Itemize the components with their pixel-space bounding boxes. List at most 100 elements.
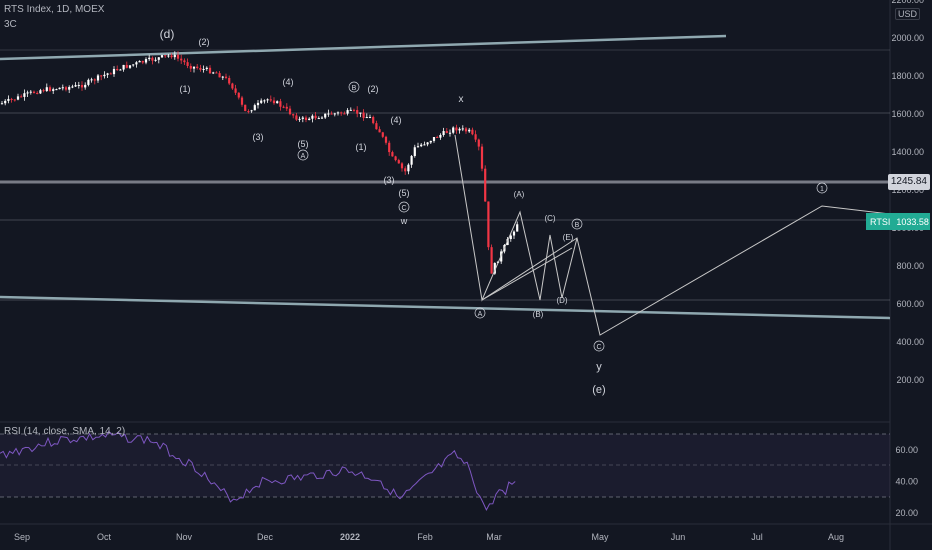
candle-body	[324, 113, 327, 118]
candle-body	[458, 128, 461, 131]
candle-body	[228, 77, 231, 84]
candle-body	[253, 105, 256, 111]
wave-label: (4)	[391, 115, 402, 125]
candle-body	[506, 239, 509, 246]
candle-body	[39, 90, 42, 94]
candle-body	[42, 90, 45, 92]
candle-body	[154, 59, 157, 61]
upper-trend-line	[0, 34, 727, 61]
candle-body	[493, 262, 496, 274]
candle-body	[509, 235, 512, 240]
candle-body	[221, 76, 224, 78]
wave-label: (D)	[556, 296, 567, 305]
wave-label-circle	[593, 340, 605, 352]
candle-body	[442, 131, 445, 135]
candle-body	[448, 132, 452, 134]
candle-body	[340, 112, 343, 114]
wave-label-circle	[474, 307, 486, 319]
wave-label: (e)	[592, 384, 605, 396]
wave-label: A	[301, 153, 306, 160]
wave-label: x	[459, 94, 464, 105]
candle-body	[429, 140, 432, 143]
candle-body	[176, 54, 180, 59]
price-tick-label: 1600.00	[891, 109, 924, 119]
candle-body	[423, 144, 426, 146]
symbol-badge-price: 1033.58	[896, 216, 929, 227]
candle-body	[7, 98, 10, 101]
candle-body	[368, 117, 372, 119]
candle-body	[314, 115, 317, 119]
candle-body	[26, 92, 29, 94]
symbol-badge-name: RTSI	[870, 216, 891, 227]
symbol-title[interactable]: RTS Index, 1D, MOEX	[4, 4, 105, 15]
price-tick-label: 2200.00	[891, 0, 924, 5]
candle-body	[48, 87, 52, 91]
candle-body	[80, 84, 84, 88]
candle-body	[512, 231, 516, 236]
candle-body	[199, 68, 202, 70]
candle-body	[436, 136, 439, 138]
candle-body	[295, 115, 298, 120]
candle-body	[138, 60, 141, 63]
candle-body	[384, 136, 388, 143]
wave-label: (E)	[563, 233, 574, 242]
candle-body	[352, 109, 356, 111]
candle-body	[516, 224, 519, 232]
candle-body	[167, 55, 170, 57]
candle-body	[250, 110, 253, 112]
candle-body	[68, 87, 71, 90]
price-tick-label: 800.00	[896, 261, 924, 271]
time-tick-label: 2022	[340, 532, 360, 542]
candle-body	[160, 55, 164, 58]
wave-label: (3)	[384, 175, 395, 185]
candle-body	[404, 168, 407, 172]
time-tick-label: Oct	[97, 532, 112, 542]
candle-body	[464, 128, 468, 132]
candle-body	[244, 104, 247, 112]
candle-body	[256, 102, 260, 106]
candle-body	[301, 117, 304, 119]
candle-body	[202, 68, 205, 70]
candle-body	[186, 62, 189, 66]
candle-body	[288, 108, 292, 115]
candle-body	[362, 112, 365, 118]
candle-body	[119, 69, 122, 71]
rsi-legend[interactable]: RSI (14, close, SMA, 14, 2)	[4, 426, 126, 437]
candle-body	[32, 91, 36, 93]
candle-body	[247, 111, 250, 113]
candle-body	[148, 57, 151, 60]
candle-body	[298, 118, 301, 120]
candle-body	[471, 129, 474, 135]
candle-body	[189, 65, 192, 69]
price-tick-label: 1800.00	[891, 71, 924, 81]
candle-body	[218, 73, 221, 78]
wave-label: (5)	[298, 139, 309, 149]
candle-body	[87, 79, 90, 85]
time-tick-label: Mar	[486, 532, 502, 542]
wave-label: (B)	[533, 310, 544, 319]
wave-label: B	[575, 222, 580, 229]
rsi-axis: 60.00 40.00 20.00	[895, 445, 918, 518]
candle-body	[234, 88, 237, 93]
candle-body	[343, 113, 346, 115]
candle-body	[58, 87, 61, 90]
candle-body	[122, 64, 125, 70]
candle-body	[356, 110, 359, 114]
candle-body	[397, 160, 400, 164]
candle-body	[4, 100, 7, 104]
candle-body	[103, 74, 106, 77]
candle-body	[365, 117, 368, 119]
candle-body	[410, 155, 413, 165]
wave-projection-path-2	[481, 205, 891, 336]
candle-body	[240, 97, 244, 105]
price-tick-label: 400.00	[896, 337, 924, 347]
wave-label: 1	[820, 186, 824, 193]
wave-label: (2)	[368, 84, 379, 94]
candle-body	[407, 164, 410, 172]
candle-body	[93, 79, 96, 81]
candle-body	[432, 136, 436, 141]
currency-label[interactable]: USD	[894, 8, 920, 20]
wave-label: (2)	[199, 37, 210, 47]
